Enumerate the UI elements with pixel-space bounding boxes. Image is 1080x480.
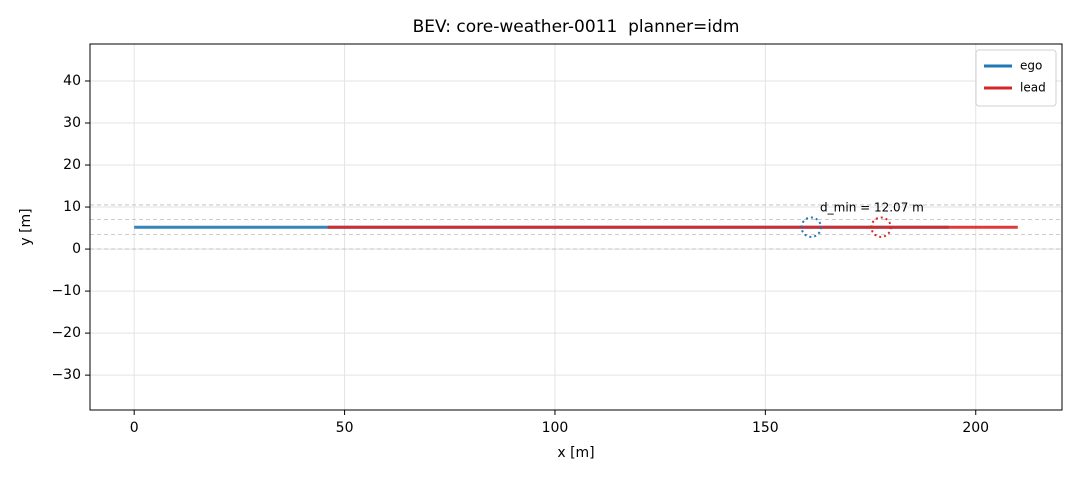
position-marker — [800, 216, 822, 238]
y-tick-label: −20 — [51, 325, 81, 341]
y-tick-label: 40 — [63, 73, 81, 89]
x-tick-label: 50 — [336, 420, 354, 436]
x-axis-label: x [m] — [557, 445, 594, 461]
y-axis-label: y [m] — [18, 208, 34, 245]
position-marker — [870, 216, 892, 238]
legend-box — [975, 49, 1057, 107]
x-tick-label: 0 — [130, 420, 139, 436]
chart-title: BEV: core-weather-0011 planner=idm — [413, 17, 740, 37]
y-tick-label: 10 — [63, 199, 81, 215]
y-tick-label: 30 — [63, 115, 81, 131]
legend-label: ego — [1020, 59, 1042, 73]
plot-frame — [89, 43, 1063, 411]
x-tick-label: 150 — [752, 420, 779, 436]
x-tick-label: 200 — [962, 420, 989, 436]
annotation: d_min = 12.07 m — [820, 200, 924, 214]
y-tick-label: −10 — [51, 283, 81, 299]
y-tick-label: 20 — [63, 157, 81, 173]
legend-label: lead — [1020, 81, 1046, 95]
y-tick-label: −30 — [51, 367, 81, 383]
x-tick-label: 100 — [542, 420, 569, 436]
y-tick-label: 0 — [72, 241, 81, 257]
